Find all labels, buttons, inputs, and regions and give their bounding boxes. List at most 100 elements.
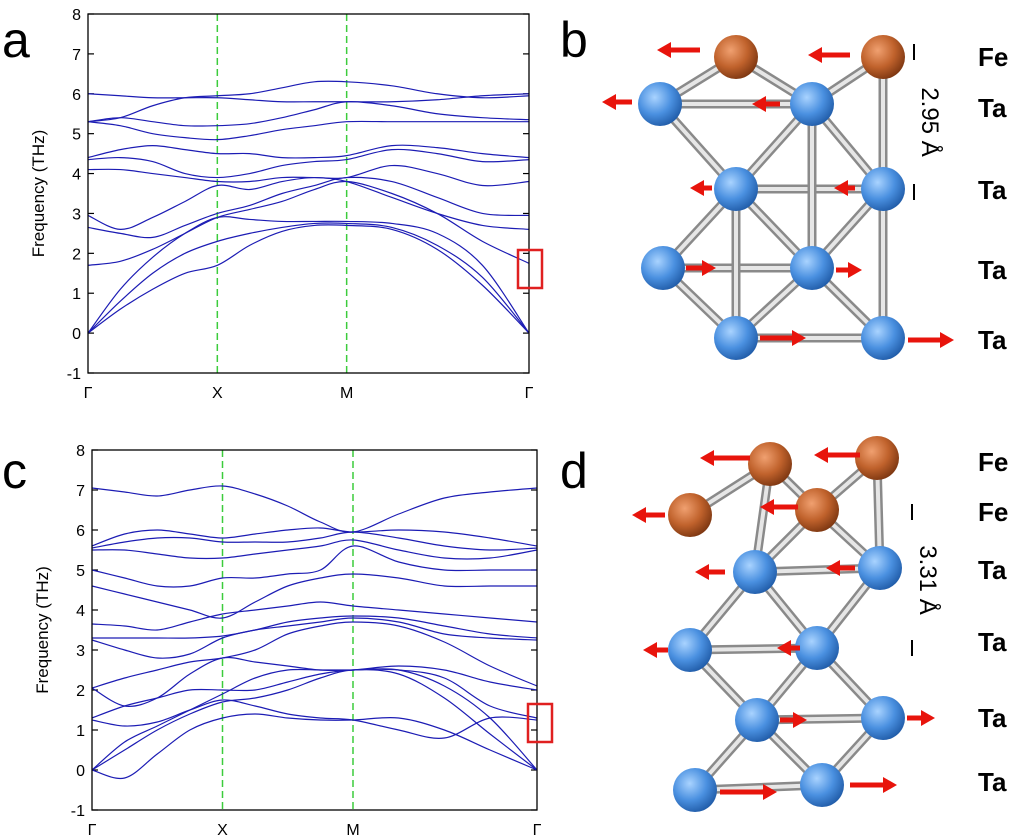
band xyxy=(87,176,530,239)
band xyxy=(91,669,538,771)
y-tick-label: 6 xyxy=(72,87,81,104)
x-tick-label: M xyxy=(340,385,353,402)
force-arrow xyxy=(690,180,704,196)
y-tick-label: 1 xyxy=(76,723,85,740)
ta-atom xyxy=(638,82,682,126)
highlight-box xyxy=(526,702,554,744)
force-arrow xyxy=(940,332,954,348)
band xyxy=(87,224,530,334)
y-tick-label: -1 xyxy=(67,366,81,383)
band xyxy=(87,164,530,187)
panel-letter: b xyxy=(560,12,588,68)
force-arrow xyxy=(760,499,774,515)
y-axis-label: Frequency (THz) xyxy=(33,566,52,694)
layer-label: Ta xyxy=(978,175,1007,205)
y-tick-label: 3 xyxy=(76,643,85,660)
ta-atom xyxy=(673,768,717,812)
band xyxy=(91,545,537,588)
x-tick-label: X xyxy=(217,822,228,839)
layer-label: Ta xyxy=(978,93,1007,123)
ta-atom xyxy=(861,696,905,740)
layer-label: Ta xyxy=(978,325,1007,355)
band xyxy=(91,527,538,547)
force-arrow xyxy=(632,507,646,523)
force-arrow xyxy=(700,450,714,466)
plot: -1 0 1 2 3 4 5 6 7 8 Γ X M Γ Frequency (THz) xyxy=(33,443,542,839)
ta-atom xyxy=(800,763,844,807)
band xyxy=(87,80,530,123)
fe-atom xyxy=(668,493,712,537)
force-arrow xyxy=(602,94,616,110)
force-arrow xyxy=(921,710,935,726)
panel-letter: c xyxy=(2,443,27,499)
plot: -1 0 1 2 3 4 5 6 7 8 Γ X M Γ Frequency (THz) xyxy=(29,7,534,402)
force-arrow xyxy=(695,564,709,580)
y-tick-label: 0 xyxy=(72,326,81,343)
y-tick-label: 1 xyxy=(72,286,81,303)
ta-atom xyxy=(861,167,905,211)
y-tick-label: -1 xyxy=(71,803,85,820)
layer-label: Ta xyxy=(978,627,1007,657)
force-arrow xyxy=(826,560,840,576)
ta-atom xyxy=(795,626,839,670)
band xyxy=(91,713,538,780)
y-tick-label: 4 xyxy=(76,603,85,620)
band xyxy=(91,621,538,689)
band xyxy=(91,485,538,533)
y-tick-label: 2 xyxy=(72,246,81,263)
force-arrow xyxy=(643,642,657,658)
panel-letter: d xyxy=(560,443,588,499)
panel-letter: a xyxy=(2,12,30,68)
x-tick-label: Γ xyxy=(84,385,93,402)
band xyxy=(87,144,530,159)
ta-atom xyxy=(733,550,777,594)
band xyxy=(87,176,530,231)
x-tick-label: Γ xyxy=(88,822,97,839)
band xyxy=(91,531,538,551)
fe-atom xyxy=(748,442,792,486)
force-arrow xyxy=(793,712,807,728)
ta-atom xyxy=(790,82,834,126)
layer-label: Fe xyxy=(978,42,1008,72)
ta-atom xyxy=(714,167,758,211)
highlight-box xyxy=(516,248,544,290)
y-tick-label: 0 xyxy=(76,763,85,780)
fe-atom xyxy=(795,488,839,532)
x-tick-label: Γ xyxy=(533,822,542,839)
force-arrow xyxy=(657,42,671,58)
force-arrow xyxy=(848,262,862,278)
band xyxy=(87,101,530,127)
layer-label: Ta xyxy=(978,255,1007,285)
y-axis-label: Frequency (THz) xyxy=(29,130,48,258)
x-tick-label: M xyxy=(346,822,359,839)
y-tick-label: 5 xyxy=(72,127,81,144)
band xyxy=(87,216,530,334)
band xyxy=(87,148,530,179)
band xyxy=(91,668,538,771)
force-arrow xyxy=(752,96,766,112)
band xyxy=(91,601,538,631)
fe-atom xyxy=(855,436,899,480)
structure: Fe Fe Ta Ta Ta Ta 3.31 Å xyxy=(632,436,1008,812)
band xyxy=(91,699,538,739)
distance-label: 2.95 Å xyxy=(916,87,944,156)
force-arrow xyxy=(808,47,822,63)
ta-atom xyxy=(790,246,834,290)
x-tick-label: X xyxy=(212,385,223,402)
layer-label: Ta xyxy=(978,555,1007,585)
band xyxy=(91,617,538,659)
layer-label: Fe xyxy=(978,497,1008,527)
band xyxy=(87,93,530,103)
force-arrow xyxy=(883,777,897,793)
x-tick-label: Γ xyxy=(525,385,534,402)
force-arrow xyxy=(702,260,716,276)
fe-atom xyxy=(714,35,758,79)
band xyxy=(87,120,529,141)
band xyxy=(91,573,537,619)
y-tick-label: 3 xyxy=(72,206,81,223)
y-tick-label: 7 xyxy=(72,47,81,64)
ta-atom xyxy=(641,246,685,290)
band xyxy=(91,539,538,560)
y-tick-label: 7 xyxy=(76,483,85,500)
layer-label: Ta xyxy=(978,703,1007,733)
